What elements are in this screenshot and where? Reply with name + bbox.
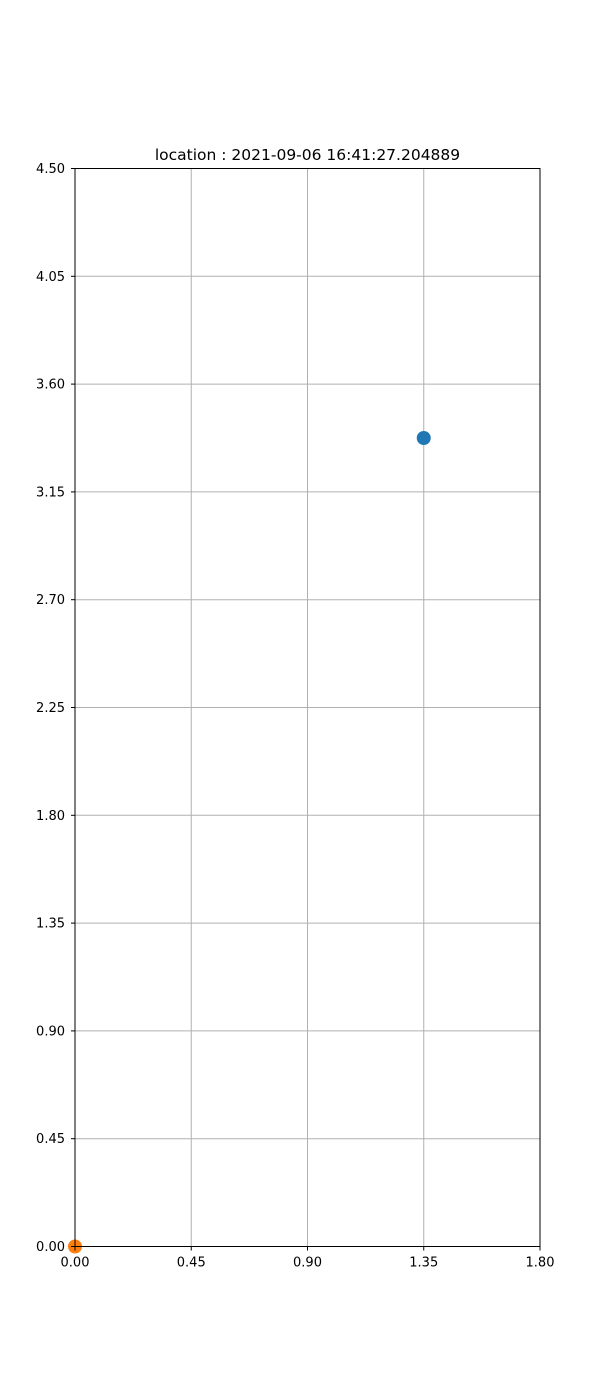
chart-title: location : 2021-09-06 16:41:27.204889 xyxy=(155,146,460,164)
y-tick-label: 4.50 xyxy=(36,162,65,177)
x-tick-label: 0.45 xyxy=(177,1256,206,1271)
scatter-point xyxy=(416,431,431,445)
y-tick-label: 3.60 xyxy=(36,378,65,393)
axis-ticks: 0.00 0.45 0.90 1.35 1.80 0.00 0.45 0.90 1.35 1.80… xyxy=(36,162,554,1271)
x-tick-label: 1.80 xyxy=(526,1256,555,1271)
x-tick-label: 1.35 xyxy=(409,1256,438,1271)
y-tick-label: 0.00 xyxy=(36,1240,65,1255)
y-tick-label: 3.15 xyxy=(36,485,65,500)
y-tick-label: 0.90 xyxy=(36,1024,65,1039)
y-tick-label: 1.80 xyxy=(36,809,65,824)
y-tick-label: 1.35 xyxy=(36,917,65,932)
x-tick-label: 0.00 xyxy=(61,1256,90,1271)
y-tick-label: 2.25 xyxy=(36,701,65,716)
y-tick-label: 4.05 xyxy=(36,270,65,285)
y-tick-label: 2.70 xyxy=(36,593,65,608)
x-tick-label: 0.90 xyxy=(293,1256,322,1271)
y-tick-label: 0.45 xyxy=(36,1132,65,1147)
